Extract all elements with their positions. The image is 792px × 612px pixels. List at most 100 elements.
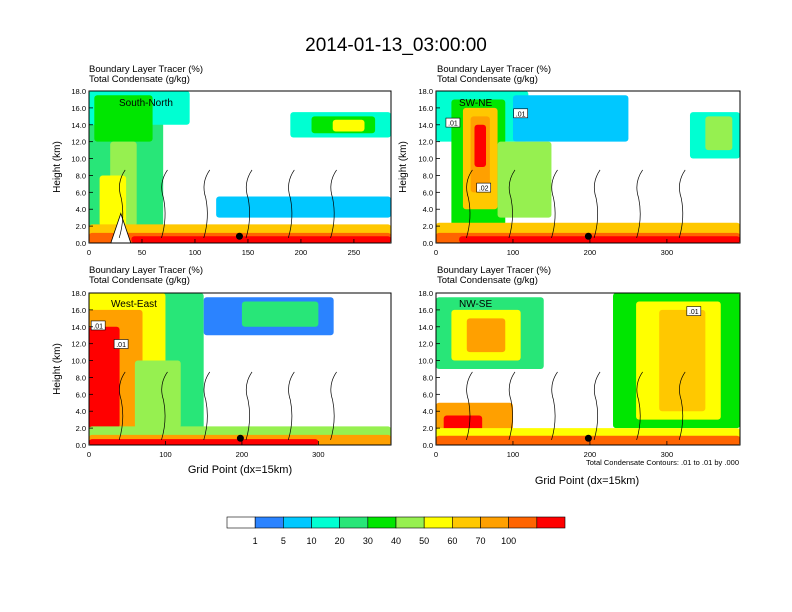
- y-tick-label: 6.0: [423, 188, 433, 197]
- colorbar-label: 20: [335, 536, 345, 546]
- colorbar-swatch: [452, 516, 481, 529]
- y-tick-label: 2.0: [423, 424, 433, 433]
- y-tick-label: 10.0: [71, 155, 86, 164]
- condensate-contour: [330, 371, 337, 441]
- panel-nw-se: Boundary Layer Tracer (%) Total Condensa…: [418, 265, 741, 487]
- colorbar-label: 70: [475, 536, 485, 546]
- colorbar-swatch: [311, 516, 340, 529]
- y-tick-label: 10.0: [418, 155, 433, 164]
- condensate-contour: [636, 371, 643, 441]
- colorbar-label: 60: [447, 536, 457, 546]
- panel-title-line-1: Boundary Layer Tracer (%): [437, 64, 551, 75]
- contour-label: .01: [516, 111, 526, 118]
- y-axis-label: Height (km): [52, 343, 63, 395]
- colorbar-swatch: [536, 516, 566, 529]
- contour-label-box: [445, 117, 461, 128]
- x-tick-label: 150: [242, 248, 255, 257]
- shaded-region: [659, 309, 706, 412]
- x-tick-label: 300: [661, 248, 674, 257]
- y-tick-label: 4.0: [76, 205, 86, 214]
- y-tick-label: 12.0: [71, 138, 86, 147]
- y-tick-label: 14.0: [71, 323, 86, 332]
- colorbar-swatch: [395, 516, 425, 529]
- colorbar: 1 5 10 20 30 40 50 60 70 100: [226, 516, 566, 546]
- condensate-contour: [161, 371, 168, 441]
- y-tick-label: 16.0: [71, 104, 86, 113]
- y-tick-label: 14.0: [418, 323, 433, 332]
- y-tick-label: 14.0: [71, 121, 86, 130]
- panel-title-line-1: Boundary Layer Tracer (%): [89, 64, 203, 75]
- shaded-region: [474, 124, 487, 167]
- contour-label: .01: [448, 121, 458, 128]
- y-tick-label: 0.0: [76, 441, 86, 450]
- shaded-region: [216, 196, 391, 218]
- colorbar-swatch: [254, 516, 284, 529]
- contour-label-box: [476, 182, 492, 193]
- station-marker: [584, 232, 592, 240]
- x-tick-label: 0: [434, 248, 438, 257]
- y-tick-label: 18.0: [418, 289, 433, 298]
- condensate-contour: [678, 371, 686, 441]
- y-tick-label: 4.0: [76, 407, 86, 416]
- plot-area: .01 .01 0.0 2.0 4.0 6.0 8.0 10.0 12.0 14.0 16.0 18.…: [71, 289, 392, 459]
- panel-label: South-North: [119, 98, 173, 109]
- figure-title: 2014-01-13_03:00:00: [305, 35, 487, 56]
- x-axis-label: Grid Point (dx=15km): [535, 475, 639, 487]
- colorbar-swatch: [339, 516, 369, 529]
- plot-frame: [435, 90, 741, 244]
- condensate-contour: [678, 169, 686, 239]
- y-tick-label: 12.0: [418, 138, 433, 147]
- plot-area: 0.0 2.0 4.0 6.0 8.0 10.0 12.0 14.0 16.0 18.0 0 50 10…: [71, 87, 392, 257]
- colorbar-label: 100: [501, 536, 516, 546]
- shaded-region: [89, 439, 319, 445]
- y-tick-label: 18.0: [71, 289, 86, 298]
- shaded-region: [466, 318, 506, 353]
- x-tick-label: 100: [159, 450, 172, 459]
- panel-title-line-1: Boundary Layer Tracer (%): [89, 265, 203, 276]
- colorbar-swatch: [226, 516, 256, 529]
- condensate-contour: [593, 371, 601, 441]
- shaded-region: [332, 119, 365, 132]
- y-tick-label: 18.0: [418, 87, 433, 96]
- condensate-contour: [203, 371, 211, 441]
- x-tick-label: 100: [507, 450, 520, 459]
- x-tick-label: 50: [138, 248, 146, 257]
- condensate-contour: [245, 371, 253, 441]
- y-tick-label: 6.0: [423, 390, 433, 399]
- condensate-contour: [636, 169, 643, 239]
- y-tick-label: 18.0: [71, 87, 86, 96]
- panel-west-east: Boundary Layer Tracer (%) Total Condensa…: [52, 265, 392, 476]
- contour-label: .02: [479, 186, 489, 193]
- condensate-contour: [245, 169, 253, 239]
- station-marker: [584, 434, 592, 442]
- shaded-region: [705, 116, 733, 151]
- plot-area: .01 .01 .02 0.0 2.0 4.0 6.0 8.0 10.0 12.0 14.0 16.0…: [418, 87, 741, 257]
- y-tick-label: 14.0: [418, 121, 433, 130]
- panel-label: SW-NE: [459, 98, 492, 109]
- condensate-contour: [551, 169, 558, 239]
- condensate-contour: [118, 169, 126, 239]
- colorbar-label: 30: [363, 536, 373, 546]
- y-tick-label: 8.0: [423, 171, 433, 180]
- colorbar-swatch: [367, 516, 397, 529]
- y-axis-label: Height (km): [52, 141, 63, 193]
- y-tick-label: 16.0: [418, 104, 433, 113]
- plot-frame: [88, 292, 392, 446]
- panel-south-north: Boundary Layer Tracer (%) Total Condensa…: [52, 64, 392, 257]
- condensate-contour: [118, 371, 126, 441]
- condensate-contour: [593, 169, 601, 239]
- x-tick-label: 300: [312, 450, 325, 459]
- x-tick-label: 100: [189, 248, 202, 257]
- plot-frame: [88, 90, 392, 244]
- condensate-contour: [508, 371, 516, 441]
- panel-title-line-2: Total Condensate (g/kg): [437, 74, 538, 85]
- colorbar-label: 10: [306, 536, 316, 546]
- y-tick-label: 16.0: [418, 306, 433, 315]
- x-tick-label: 100: [507, 248, 520, 257]
- shaded-region: [497, 141, 552, 218]
- contour-label: .01: [689, 309, 699, 316]
- x-tick-label: 0: [434, 450, 438, 459]
- contour-label-box: [686, 306, 702, 316]
- x-tick-label: 200: [584, 450, 597, 459]
